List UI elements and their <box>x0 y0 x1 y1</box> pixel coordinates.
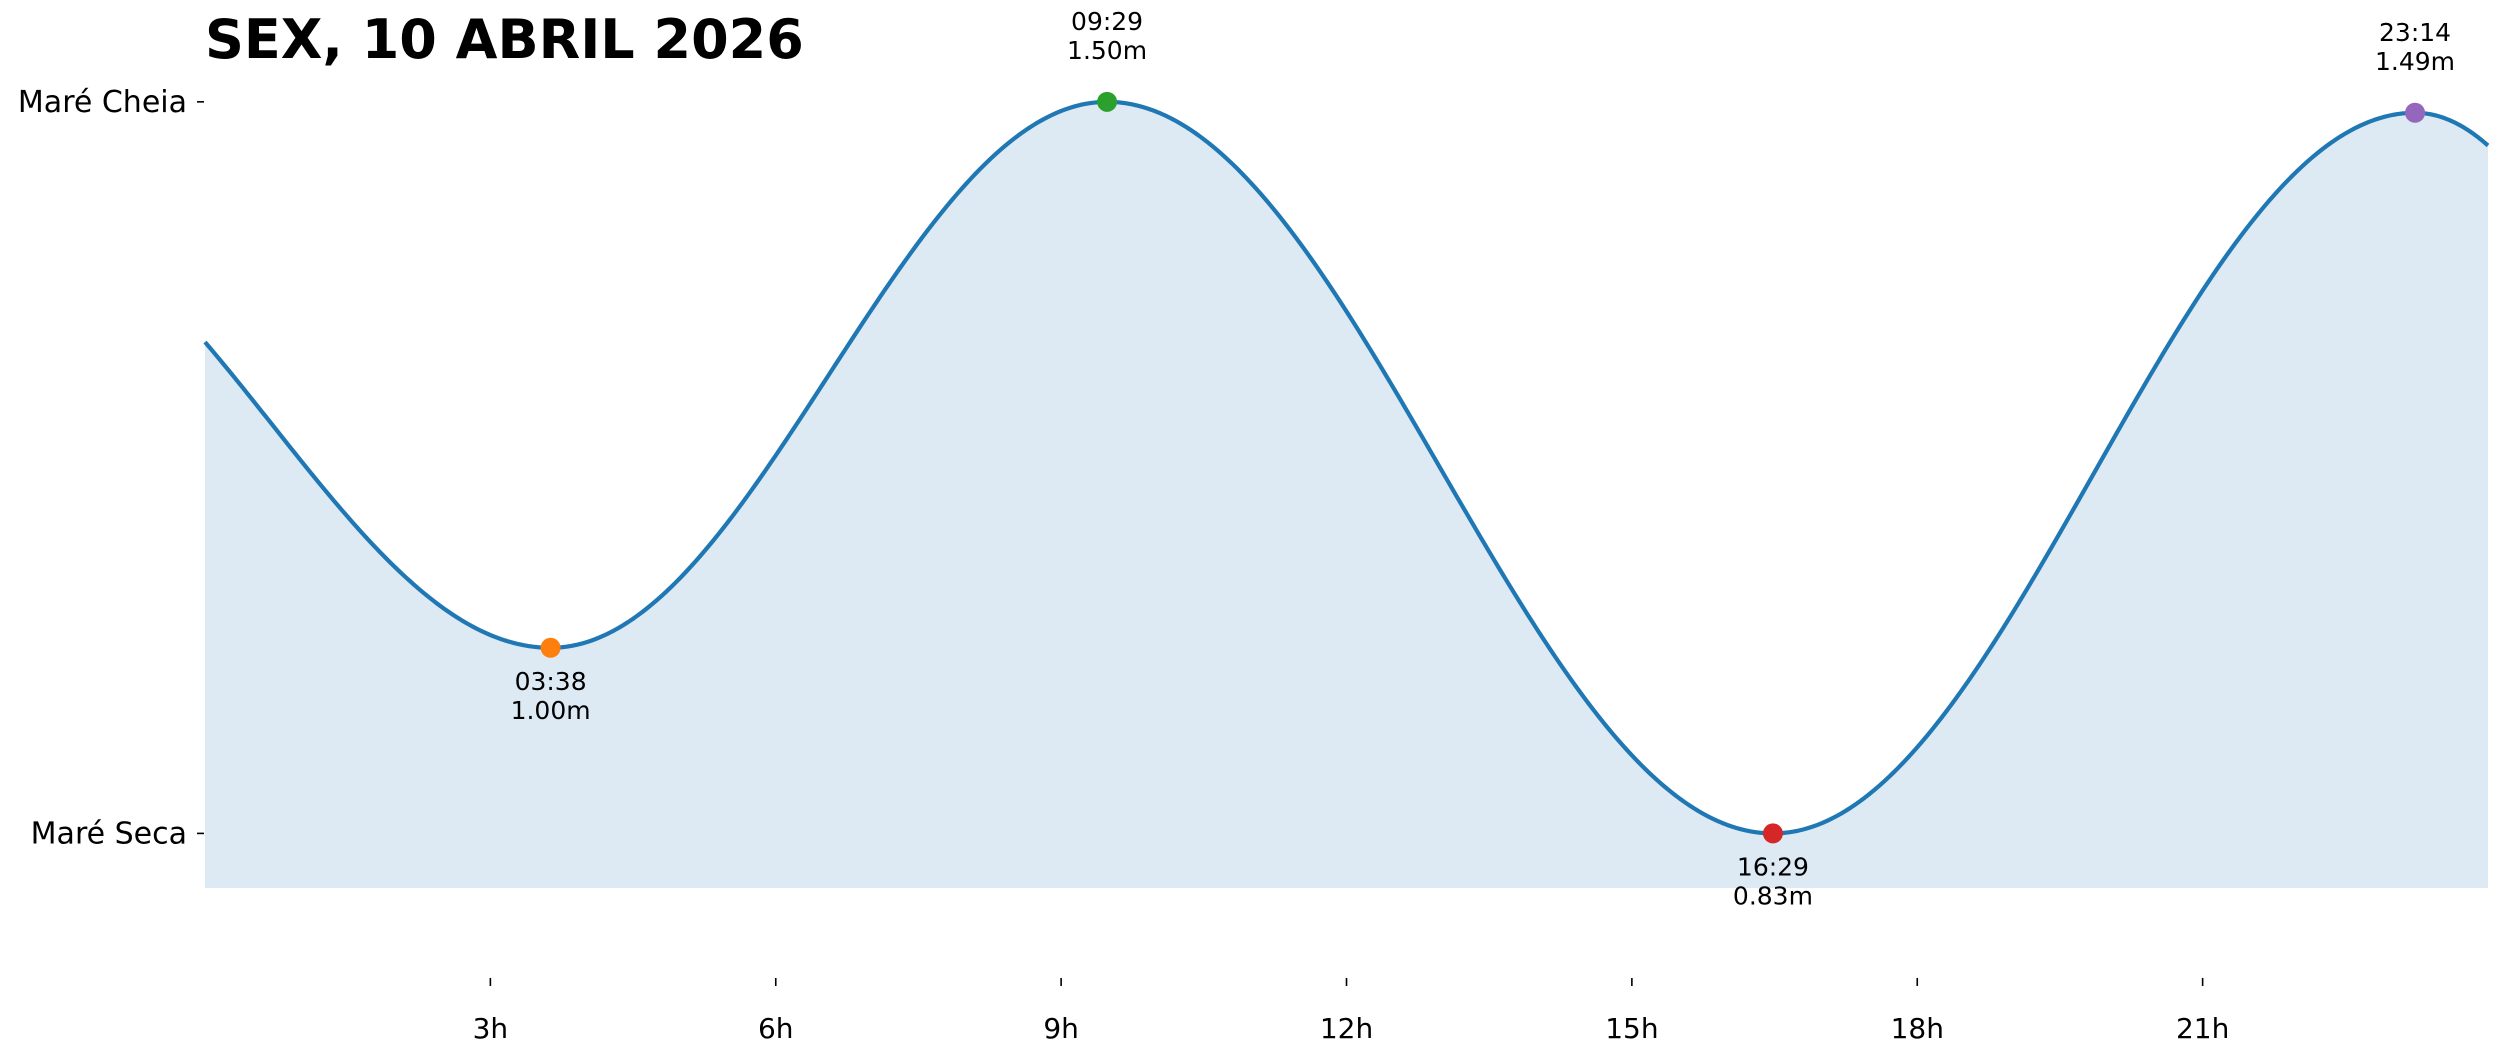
tide-line <box>203 99 2490 836</box>
tide-height-label: 1.00m <box>511 696 591 725</box>
x-tick-label: 9h <box>1043 1012 1079 1045</box>
x-tick-label: 12h <box>1320 1012 1373 1045</box>
tide-height-label: 0.83m <box>1733 881 1813 910</box>
x-tick-label: 6h <box>758 1012 794 1045</box>
x-tick-label: 15h <box>1605 1012 1658 1045</box>
y-tick-label: Maré Seca <box>31 816 187 851</box>
tide-height-label: 1.49m <box>2375 47 2455 76</box>
tide-point-low <box>1762 823 1783 844</box>
y-tick-label: Maré Cheia <box>18 85 187 120</box>
tide-time-label: 03:38 <box>515 667 587 696</box>
chart-title: SEX, 10 ABRIL 2026 <box>205 8 804 71</box>
tide-time-label: 16:29 <box>1737 852 1809 881</box>
tide-time-label: 23:14 <box>2379 18 2451 47</box>
tide-time-label: 09:29 <box>1071 7 1143 36</box>
tide-point-high <box>2405 102 2426 123</box>
plot-area: Maré Cheia Maré Seca 3h 6h 9h 12h 15h 18h 21h 03:… <box>18 7 2490 1045</box>
tide-point-low <box>540 637 561 658</box>
x-tick-label: 3h <box>473 1012 509 1045</box>
tide-point-high <box>1097 91 1118 112</box>
tide-area-fill <box>205 101 2488 889</box>
x-tick-label: 21h <box>2176 1012 2229 1045</box>
tide-height-label: 1.50m <box>1067 36 1147 65</box>
x-tick-label: 18h <box>1891 1012 1944 1045</box>
